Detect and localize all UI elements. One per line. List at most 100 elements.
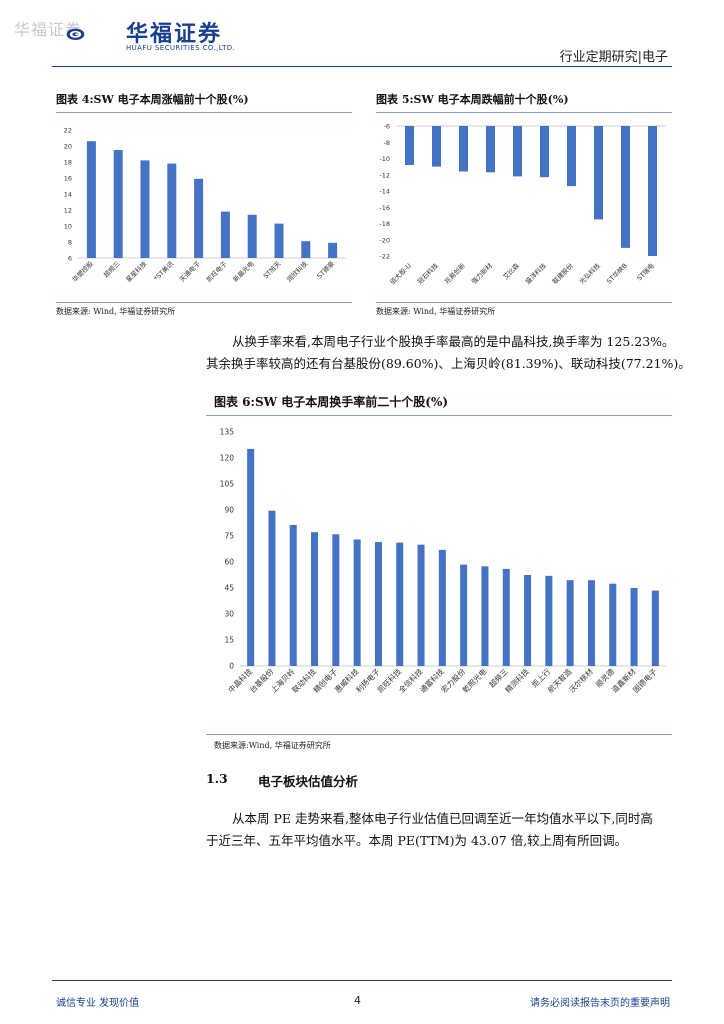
y-tick-label: 12 <box>64 207 72 215</box>
bar <box>274 223 284 258</box>
fig4-bottom-rule <box>56 302 352 303</box>
category-label: 佰大股-U <box>388 261 413 286</box>
category-label: 沃尔核材 <box>567 666 596 695</box>
bar <box>513 126 522 177</box>
bar <box>113 150 123 258</box>
category-label: 盛洋科技 <box>523 261 548 286</box>
report-type: 行业定期研究|电子 <box>559 50 668 65</box>
y-tick-label: 75 <box>224 532 234 541</box>
bar <box>301 241 311 258</box>
y-tick-label: 8 <box>68 239 72 247</box>
category-label: 光弘科技 <box>577 261 602 286</box>
bar <box>567 126 576 187</box>
fig6-title: 图表 6:SW 电子本周换手率前二十个股(%) <box>214 395 449 409</box>
bar <box>587 580 595 666</box>
y-tick-label: 0 <box>229 662 234 671</box>
footer-slogan: 诚信专业 发现价值 <box>56 998 140 1009</box>
bar <box>524 575 532 666</box>
category-label: ST瑞电 <box>635 261 657 283</box>
y-tick-label: 120 <box>220 454 235 463</box>
category-label: 联建股份 <box>550 261 575 286</box>
y-tick-label: -12 <box>379 171 390 179</box>
fig4-title: 图表 4:SW 电子本周涨幅前十个股(%) <box>56 93 249 106</box>
fig6-chart: 0153045607590105120135中晶科技台基股份上海贝岭联动科技精创… <box>220 428 666 695</box>
bar <box>332 534 340 666</box>
y-tick-label: 10 <box>64 223 72 231</box>
company-logo <box>66 28 85 40</box>
bar <box>140 160 150 258</box>
category-label: ST德豪 <box>315 259 337 281</box>
y-tick-label: -14 <box>379 188 390 196</box>
category-label: 冠石科技 <box>415 261 440 286</box>
bar <box>86 141 96 258</box>
bar <box>311 532 319 666</box>
page-number: 4 <box>354 994 361 1007</box>
bar <box>289 524 297 666</box>
fig6-source: 数据来源:Wind, 华福证券研究所 <box>214 741 331 750</box>
bar <box>405 126 414 165</box>
bar <box>432 126 441 167</box>
bar <box>651 590 659 666</box>
category-label: 强力新材 <box>469 261 494 286</box>
y-tick-label: 22 <box>64 127 72 135</box>
fig5-bottom-rule <box>376 302 672 303</box>
fig6-top-rule <box>206 415 672 416</box>
bar <box>621 126 630 248</box>
category-label: 凯旺电子 <box>204 259 229 284</box>
bar <box>648 126 657 256</box>
header-divider <box>52 66 672 67</box>
bar <box>417 544 425 666</box>
bar <box>194 178 204 258</box>
fig6-bottom-rule <box>206 734 672 735</box>
fig5-source: 数据来源: Wind, 华福证券研究所 <box>376 307 496 316</box>
fig5-title: 图表 5:SW 电子本周跌幅前十个股(%) <box>376 93 569 106</box>
y-tick-label: 45 <box>224 584 234 593</box>
bar <box>630 588 638 666</box>
category-label: 固德电子 <box>630 666 659 695</box>
y-tick-label: 6 <box>68 255 72 263</box>
y-tick-label: 135 <box>220 428 235 437</box>
paragraph-pe-line1: 从本周 PE 走势来看,整体电子行业估值已回调至近一年均值水平以下,同时高 <box>232 811 653 826</box>
y-tick-label: -6 <box>384 123 390 131</box>
paragraph-turnover-line2: 其余换手率较高的还有台基股份(89.60%)、上海贝岭(81.39%)、联动科技… <box>206 356 691 371</box>
category-label: 星星科技 <box>124 259 149 284</box>
logo-english-name: HUAFU SECURITIES CO.,LTD. <box>126 44 236 52</box>
bar <box>396 542 404 666</box>
watermark-text: 华福证券 <box>14 20 83 39</box>
y-tick-label: -22 <box>379 253 390 261</box>
bar <box>540 126 549 178</box>
bar <box>328 242 338 258</box>
y-tick-label: 14 <box>64 191 72 199</box>
y-tick-label: -10 <box>379 155 390 163</box>
category-label: 新晨光电 <box>231 259 256 284</box>
section-title: 电子板块估值分析 <box>258 774 359 789</box>
y-tick-label: -16 <box>379 204 390 212</box>
bar <box>268 510 276 666</box>
footer-divider <box>52 980 672 981</box>
y-tick-label: -18 <box>379 220 390 228</box>
category-label: 华塑控股 <box>70 259 95 284</box>
y-tick-label: 90 <box>224 506 234 515</box>
bar <box>247 214 257 258</box>
category-label: *ST美讯 <box>152 259 176 283</box>
bar <box>566 580 574 666</box>
bar <box>460 564 468 666</box>
bar <box>459 126 468 172</box>
category-label: 精测科技 <box>503 666 532 695</box>
bar <box>486 126 495 173</box>
fig4-top-rule <box>56 112 352 113</box>
bar <box>220 211 230 258</box>
bar <box>247 448 255 666</box>
bar <box>545 575 553 666</box>
bar <box>594 126 603 220</box>
bar <box>374 542 382 666</box>
y-tick-label: 16 <box>64 175 72 183</box>
y-tick-label: 60 <box>224 558 234 567</box>
y-tick-label: -8 <box>384 139 390 147</box>
footer-disclaimer: 请务必阅读报告末页的重要声明 <box>530 998 670 1009</box>
y-tick-label: 15 <box>224 636 234 645</box>
bar <box>481 566 489 666</box>
section-number: 1.3 <box>206 771 228 786</box>
y-tick-label: 18 <box>64 159 72 167</box>
bar <box>167 163 177 258</box>
